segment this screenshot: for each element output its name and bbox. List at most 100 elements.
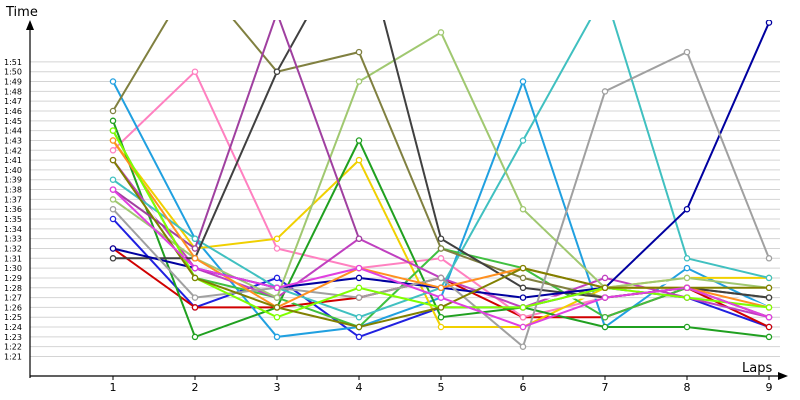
- y-tick-label: 1:50: [4, 68, 22, 77]
- y-tick-label: 1:25: [4, 313, 22, 322]
- data-point: [601, 274, 609, 282]
- data-point: [191, 304, 199, 311]
- data-point: [437, 323, 445, 331]
- y-tick-label: 1:45: [4, 117, 22, 126]
- data-point: [273, 245, 281, 252]
- data-point: [191, 274, 199, 282]
- data-point: [191, 294, 199, 301]
- data-point: [109, 156, 117, 164]
- data-point: [273, 294, 281, 301]
- data-point: [683, 255, 691, 262]
- x-axis-arrow: [778, 372, 788, 380]
- data-point: [273, 235, 281, 242]
- data-point: [683, 205, 691, 213]
- y-tick-label: 1:49: [4, 78, 22, 87]
- data-point: [355, 264, 363, 272]
- y-tick-label: 1:51: [4, 58, 22, 67]
- y-tick-label: 1:48: [4, 87, 22, 96]
- data-point: [109, 137, 117, 144]
- data-point: [437, 313, 445, 321]
- x-tick-label: 3: [274, 381, 281, 394]
- data-point: [601, 284, 609, 292]
- data-point: [355, 284, 363, 292]
- x-tick-label: 8: [684, 381, 691, 394]
- data-point: [683, 264, 691, 272]
- data-point: [109, 245, 117, 252]
- data-point: [765, 255, 773, 262]
- data-point: [519, 284, 527, 292]
- data-point: [355, 156, 363, 164]
- data-point: [191, 245, 199, 252]
- x-tick-labels: 1 2 3 4 5 6 7 8 9: [110, 376, 773, 394]
- series-line-10: [112, 20, 770, 319]
- data-point: [273, 304, 281, 311]
- x-tick-label: 6: [520, 381, 527, 394]
- data-point: [519, 343, 527, 350]
- series-points: [109, 10, 773, 350]
- data-point: [109, 78, 117, 85]
- y-axis-title: Time: [5, 5, 38, 20]
- data-point: [191, 235, 199, 242]
- data-point: [109, 176, 117, 183]
- x-tick-label: 4: [356, 381, 363, 394]
- data-point: [437, 304, 445, 311]
- y-tick-label: 1:41: [4, 156, 22, 165]
- data-point: [273, 313, 281, 321]
- data-point: [437, 245, 445, 252]
- data-point: [519, 78, 527, 85]
- data-point: [765, 323, 773, 331]
- data-point: [519, 313, 527, 321]
- y-tick-label: 1:24: [4, 323, 22, 332]
- data-point: [437, 255, 445, 262]
- data-point: [765, 333, 773, 341]
- data-point: [683, 48, 691, 56]
- y-tick-label: 1:30: [4, 264, 22, 273]
- data-point: [355, 48, 363, 56]
- y-tick-label: 1:44: [4, 127, 22, 136]
- data-point: [355, 323, 363, 331]
- y-tick-label: 1:42: [4, 146, 22, 155]
- data-point: [765, 313, 773, 321]
- y-tick-label: 1:47: [4, 97, 22, 106]
- data-point: [601, 313, 609, 321]
- gridlines: [30, 61, 780, 357]
- axes: Time Laps: [5, 5, 788, 380]
- data-point: [109, 147, 117, 154]
- data-point: [355, 137, 363, 144]
- y-tick-label: 1:34: [4, 225, 22, 234]
- y-tick-label: 1:40: [4, 166, 22, 175]
- y-tick-label: 1:22: [4, 343, 22, 352]
- x-tick-label: 2: [192, 381, 199, 394]
- y-tick-label: 1:23: [4, 333, 22, 342]
- data-point: [519, 294, 527, 301]
- data-point: [274, 10, 279, 15]
- data-point: [355, 294, 363, 301]
- y-tick-label: 1:35: [4, 215, 22, 224]
- data-point: [109, 215, 117, 223]
- y-tick-labels: 1:211:221:231:241:251:261:271:281:291:30…: [4, 58, 22, 362]
- data-point: [273, 274, 281, 282]
- data-point: [519, 137, 527, 144]
- data-point: [437, 274, 445, 282]
- data-point: [355, 274, 363, 282]
- y-tick-label: 1:27: [4, 294, 22, 303]
- data-point: [437, 29, 445, 36]
- y-tick-label: 1:31: [4, 254, 22, 263]
- y-tick-label: 1:32: [4, 244, 22, 253]
- data-point: [765, 20, 773, 26]
- y-tick-label: 1:43: [4, 136, 22, 145]
- data-point: [191, 68, 199, 75]
- data-point: [519, 205, 527, 213]
- data-point: [191, 255, 199, 262]
- data-point: [765, 274, 773, 282]
- data-point: [273, 284, 281, 292]
- data-point: [683, 323, 691, 331]
- data-point: [519, 323, 527, 331]
- data-point: [191, 333, 199, 341]
- data-point: [109, 186, 117, 193]
- data-point: [519, 274, 527, 282]
- y-tick-label: 1:37: [4, 195, 22, 204]
- x-tick-label: 5: [438, 381, 445, 394]
- y-tick-label: 1:26: [4, 303, 22, 312]
